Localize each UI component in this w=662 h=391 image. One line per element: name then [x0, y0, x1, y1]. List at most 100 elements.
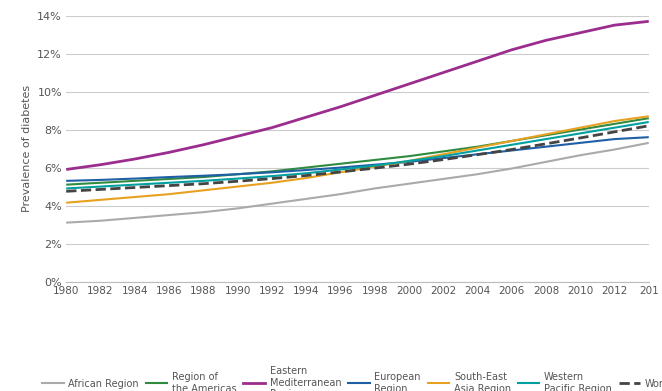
Line: World: World	[66, 126, 649, 191]
European
Region	[97, 178, 105, 182]
Eastern
Mediterranean
Region	[62, 167, 70, 172]
Western
Pacific Region	[97, 184, 105, 189]
World	[234, 179, 242, 184]
African Region	[371, 186, 379, 191]
African Region	[336, 192, 344, 197]
African Region	[439, 177, 447, 181]
Eastern
Mediterranean
Region	[234, 134, 242, 138]
Eastern
Mediterranean
Region	[405, 82, 413, 86]
European
Region	[336, 165, 344, 170]
Western
Pacific Region	[336, 167, 344, 172]
Eastern
Mediterranean
Region	[645, 19, 653, 24]
World	[576, 136, 584, 140]
African Region	[508, 166, 516, 171]
European
Region	[371, 162, 379, 167]
Western
Pacific Region	[576, 131, 584, 136]
World	[199, 181, 207, 186]
South-East
Asia Region	[62, 200, 70, 205]
Region of
the Americas	[405, 154, 413, 158]
European
Region	[62, 179, 70, 183]
Region of
the Americas	[234, 172, 242, 177]
Eastern
Mediterranean
Region	[165, 150, 173, 155]
Region of
the Americas	[302, 165, 310, 170]
Region of
the Americas	[97, 180, 105, 185]
World	[542, 142, 550, 146]
African Region	[405, 181, 413, 186]
Region of
the Americas	[439, 149, 447, 154]
South-East
Asia Region	[576, 126, 584, 130]
European
Region	[473, 152, 481, 157]
World	[336, 170, 344, 174]
African Region	[97, 219, 105, 223]
Eastern
Mediterranean
Region	[336, 104, 344, 109]
Western
Pacific Region	[405, 159, 413, 163]
Eastern
Mediterranean
Region	[97, 162, 105, 167]
Western
Pacific Region	[199, 179, 207, 183]
World	[473, 152, 481, 157]
African Region	[645, 140, 653, 145]
World	[131, 185, 139, 190]
World	[439, 157, 447, 162]
Western
Pacific Region	[542, 137, 550, 142]
European
Region	[302, 168, 310, 172]
Western
Pacific Region	[610, 126, 618, 130]
Eastern
Mediterranean
Region	[268, 126, 276, 130]
Western
Pacific Region	[473, 148, 481, 153]
Region of
the Americas	[508, 139, 516, 143]
African Region	[234, 206, 242, 211]
African Region	[62, 220, 70, 225]
South-East
Asia Region	[473, 145, 481, 150]
Region of
the Americas	[199, 175, 207, 179]
South-East
Asia Region	[371, 164, 379, 169]
European
Region	[199, 173, 207, 178]
Western
Pacific Region	[439, 154, 447, 158]
World	[268, 176, 276, 181]
Western
Pacific Region	[508, 142, 516, 147]
Region of
the Americas	[576, 127, 584, 132]
African Region	[473, 172, 481, 177]
European
Region	[405, 160, 413, 164]
South-East
Asia Region	[131, 195, 139, 199]
European
Region	[645, 135, 653, 140]
South-East
Asia Region	[610, 119, 618, 124]
Western
Pacific Region	[645, 120, 653, 124]
Y-axis label: Prevalence of diabetes: Prevalence of diabetes	[22, 85, 32, 212]
Eastern
Mediterranean
Region	[610, 23, 618, 27]
South-East
Asia Region	[439, 152, 447, 157]
Line: Region of
the Americas: Region of the Americas	[66, 118, 649, 185]
Line: African Region: African Region	[66, 143, 649, 222]
Region of
the Americas	[371, 158, 379, 162]
Eastern
Mediterranean
Region	[576, 30, 584, 35]
Western
Pacific Region	[234, 176, 242, 181]
African Region	[576, 153, 584, 158]
Region of
the Americas	[336, 161, 344, 166]
World	[62, 189, 70, 194]
Eastern
Mediterranean
Region	[371, 93, 379, 98]
Region of
the Americas	[165, 177, 173, 181]
South-East
Asia Region	[508, 139, 516, 143]
South-East
Asia Region	[234, 184, 242, 189]
World	[405, 162, 413, 167]
European
Region	[576, 140, 584, 145]
Region of
the Americas	[645, 116, 653, 120]
World	[645, 124, 653, 128]
European
Region	[165, 175, 173, 179]
European
Region	[131, 176, 139, 181]
European
Region	[234, 172, 242, 177]
Western
Pacific Region	[165, 180, 173, 185]
Line: European
Region: European Region	[66, 137, 649, 181]
South-East
Asia Region	[165, 192, 173, 197]
European
Region	[268, 170, 276, 175]
Eastern
Mediterranean
Region	[508, 47, 516, 52]
African Region	[199, 210, 207, 215]
World	[165, 183, 173, 188]
Eastern
Mediterranean
Region	[199, 142, 207, 147]
European
Region	[610, 137, 618, 142]
Eastern
Mediterranean
Region	[302, 115, 310, 120]
Region of
the Americas	[268, 169, 276, 174]
Line: Western
Pacific Region: Western Pacific Region	[66, 122, 649, 188]
Line: Eastern
Mediterranean
Region: Eastern Mediterranean Region	[66, 22, 649, 169]
African Region	[165, 213, 173, 217]
Eastern
Mediterranean
Region	[473, 59, 481, 64]
Western
Pacific Region	[131, 182, 139, 187]
